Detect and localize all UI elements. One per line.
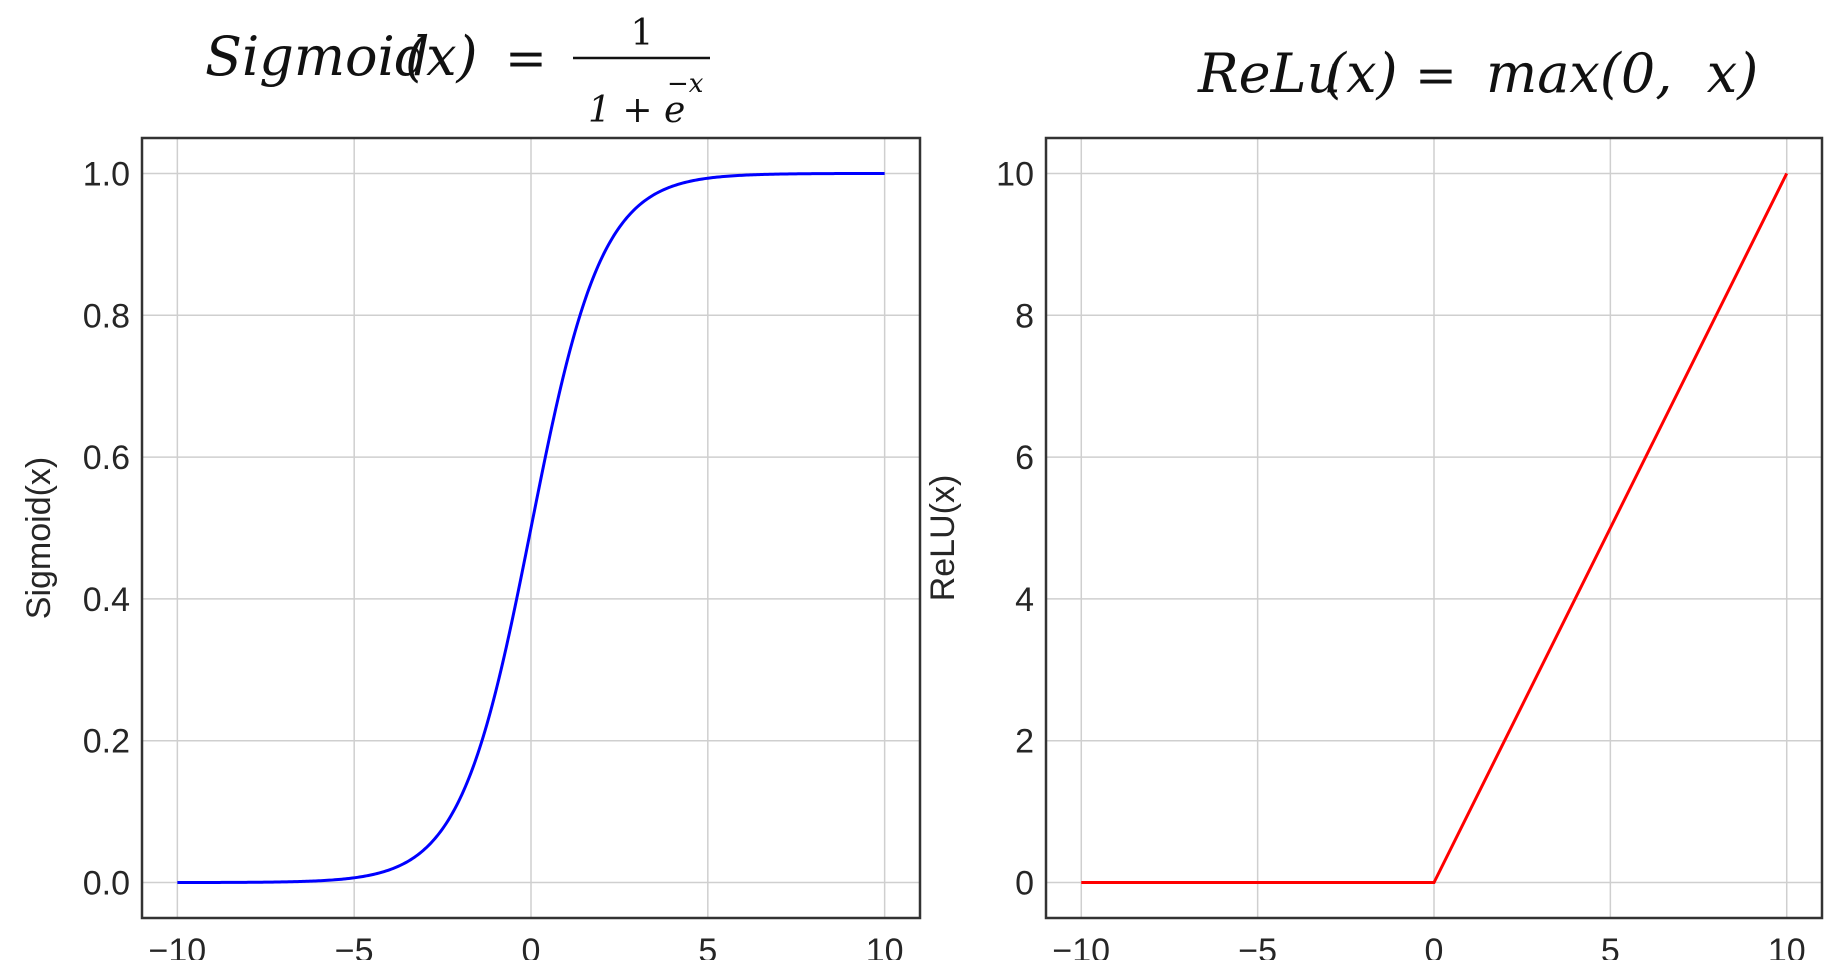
relu-y-tick-label: 8 <box>1015 297 1034 335</box>
relu-x-tick-label: 5 <box>1601 932 1620 960</box>
sigmoid-y-tick-label: 0.0 <box>83 865 130 903</box>
relu-x-tick-label: 10 <box>1768 932 1806 960</box>
relu-x-tick-label: 0 <box>1425 932 1444 960</box>
sigmoid-title-exponent: −x <box>667 69 704 99</box>
relu-title-lhs: ReLu <box>1197 42 1341 105</box>
sigmoid-title-denominator: 1 + e <box>588 90 685 131</box>
sigmoid-y-tick-label: 0.4 <box>83 581 130 619</box>
relu-y-axis-label: ReLU(x) <box>924 475 962 602</box>
relu-x-tick-label: −10 <box>1052 932 1110 960</box>
relu-panel: −10 −5 0 5 10 0 2 4 6 8 10 ReLU(x) ReLu (x) = max(… <box>924 42 1824 960</box>
relu-line <box>1081 172 1789 885</box>
sigmoid-x-tick-label: 5 <box>698 932 717 960</box>
sigmoid-curve <box>177 171 885 885</box>
sigmoid-tick-labels: −10 −5 0 5 10 0.0 0.2 0.4 0.6 0.8 1.0 <box>83 155 904 960</box>
sigmoid-x-tick-label: −10 <box>149 932 207 960</box>
relu-title-rhs: max(0, x) <box>1486 42 1758 105</box>
sigmoid-title-equals: = <box>505 29 547 87</box>
sigmoid-title-lhs: Sigmoid <box>205 25 429 88</box>
relu-title-arg: (x) <box>1325 42 1398 105</box>
sigmoid-y-tick-label: 1.0 <box>83 155 130 193</box>
relu-axes-frame <box>1044 136 1824 920</box>
relu-y-tick-label: 0 <box>1015 865 1034 903</box>
relu-grid <box>1046 138 1822 918</box>
sigmoid-y-tick-label: 0.6 <box>83 439 130 477</box>
sigmoid-title-numerator: 1 <box>631 13 654 54</box>
sigmoid-x-tick-label: 10 <box>866 932 904 960</box>
relu-y-tick-label: 2 <box>1015 723 1034 761</box>
sigmoid-title: Sigmoid (x) = 1 1 + e −x <box>205 13 710 131</box>
relu-x-tick-label: −5 <box>1238 932 1277 960</box>
sigmoid-x-tick-label: 0 <box>522 932 541 960</box>
sigmoid-y-axis-label: Sigmoid(x) <box>20 457 58 619</box>
relu-y-tick-label: 4 <box>1015 581 1034 619</box>
relu-tick-labels: −10 −5 0 5 10 0 2 4 6 8 10 <box>996 155 1805 960</box>
sigmoid-title-arg: (x) <box>405 25 478 88</box>
relu-y-tick-label: 10 <box>996 155 1034 193</box>
sigmoid-axes-frame <box>140 136 922 920</box>
relu-y-tick-label: 6 <box>1015 439 1034 477</box>
relu-title: ReLu (x) = max(0, x) <box>1197 42 1758 105</box>
sigmoid-y-tick-label: 0.8 <box>83 297 130 335</box>
sigmoid-x-tick-label: −5 <box>335 932 374 960</box>
sigmoid-y-tick-label: 0.2 <box>83 723 130 761</box>
sigmoid-panel: −10 −5 0 5 10 0.0 0.2 0.4 0.6 0.8 1.0 Sigmoid(x) S… <box>20 13 922 960</box>
relu-title-equals: = <box>1415 46 1457 104</box>
